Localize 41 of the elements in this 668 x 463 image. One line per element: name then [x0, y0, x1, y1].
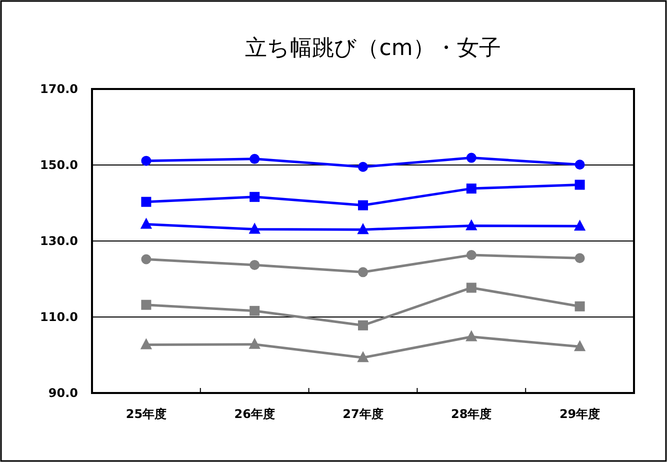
point: [466, 184, 476, 194]
point: [250, 260, 260, 270]
point: [250, 192, 260, 202]
point: [358, 200, 368, 210]
point: [466, 330, 477, 342]
point: [358, 267, 368, 278]
x-tick-label: 25年度: [126, 407, 167, 421]
y-tick-label: 170.0: [40, 82, 78, 96]
point: [574, 180, 585, 190]
point: [250, 306, 260, 316]
y-tick-label: 110.0: [40, 310, 78, 324]
point: [250, 154, 260, 164]
point: [466, 250, 476, 260]
point: [358, 162, 368, 172]
point: [141, 156, 152, 166]
point: [574, 220, 586, 231]
point: [141, 196, 152, 207]
point: [141, 254, 152, 264]
y-tick-label: 130.0: [40, 234, 78, 248]
y-tick-label: 150.0: [40, 158, 78, 172]
point: [358, 320, 368, 330]
x-tick-label: 29年度: [559, 407, 600, 421]
point: [574, 160, 585, 170]
point: [140, 218, 152, 229]
point: [140, 338, 152, 350]
point: [574, 253, 585, 264]
point: [141, 300, 152, 310]
point: [466, 282, 476, 293]
point: [358, 352, 368, 362]
x-tick-label: 28年度: [451, 407, 492, 421]
point: [574, 340, 586, 352]
point: [249, 338, 260, 349]
x-tick-label: 27年度: [342, 407, 384, 421]
chart-title: 立ち幅跳び（cm）・女子: [245, 36, 501, 61]
x-tick-label: 26年度: [234, 407, 275, 421]
point: [358, 224, 368, 234]
point: [466, 152, 476, 163]
y-tick-label: 90.0: [48, 386, 78, 400]
point: [249, 223, 260, 234]
point: [466, 220, 477, 230]
point: [574, 301, 585, 312]
